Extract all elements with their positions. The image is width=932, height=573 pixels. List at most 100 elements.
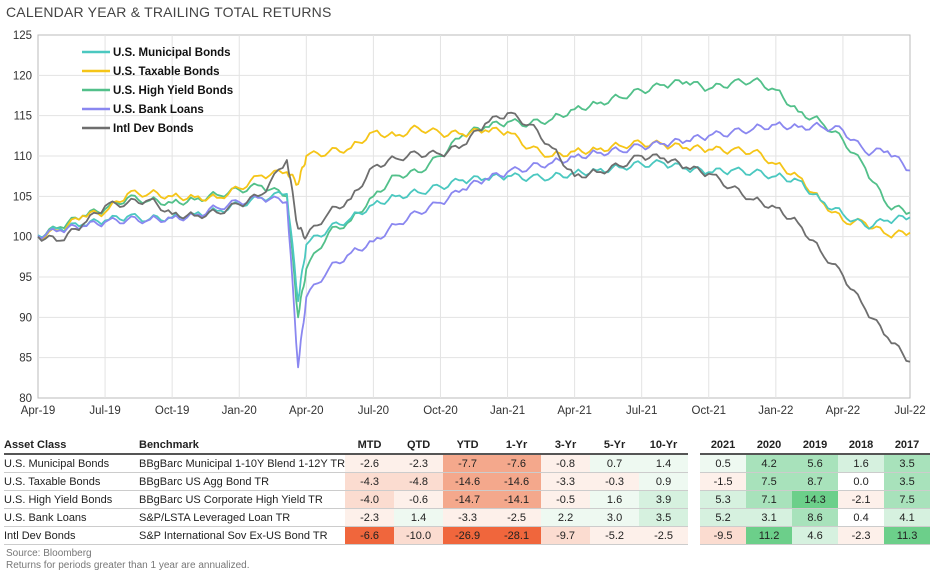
- chart-title: CALENDAR YEAR & TRAILING TOTAL RETURNS: [6, 4, 332, 20]
- x-tick-label: Oct-19: [155, 405, 190, 417]
- table-cell: 4.2: [746, 454, 793, 473]
- table-gap: [688, 437, 700, 454]
- table-cell: 0.5: [700, 454, 747, 473]
- y-tick-label: 125: [13, 30, 32, 42]
- table-cell: 5.2: [700, 508, 747, 527]
- table-cell: -5.2: [590, 526, 640, 545]
- table-cell: -14.1: [492, 490, 542, 509]
- col-header: 1-Yr: [492, 437, 542, 455]
- x-tick-label: Jan-20: [222, 405, 257, 417]
- table-cell: 3.5: [884, 472, 931, 491]
- y-tick-label: 85: [19, 353, 32, 365]
- x-axis: Apr-19 Jul-19 Oct-19 Jan-20 Apr-20 Jul-20 Oct-…: [21, 405, 926, 417]
- table-cell: Intl Dev Bonds: [4, 526, 139, 545]
- table-cell: BBgBarc US Corporate High Yield TR: [139, 490, 346, 509]
- table-cell: -0.8: [541, 454, 591, 473]
- col-header: QTD: [394, 437, 444, 455]
- x-tick-label: Jul-20: [358, 405, 389, 417]
- table-cell: 3.9: [639, 490, 689, 509]
- y-tick-label: 95: [19, 272, 32, 284]
- x-tick-label: Apr-21: [557, 405, 592, 417]
- line-chart: 80 85 90 95 100 105 110 115 120 125 Apr-19 Jul-19 O…: [13, 30, 926, 417]
- table-cell: S&P/LSTA Leveraged Loan TR: [139, 508, 346, 527]
- table-cell: -14.6: [492, 472, 542, 491]
- table-cell: 3.5: [639, 508, 689, 527]
- table-cell: S&P International Sov Ex-US Bond TR: [139, 526, 346, 545]
- series-line: [37, 111, 911, 363]
- table-cell: -28.1: [492, 526, 542, 545]
- table-cell: -6.6: [345, 526, 395, 545]
- table-cell: -0.6: [394, 490, 444, 509]
- table-cell: U.S. Bank Loans: [4, 508, 139, 527]
- legend-label: U.S. Taxable Bonds: [113, 66, 220, 78]
- y-tick-label: 80: [19, 393, 32, 405]
- table-cell: 7.5: [746, 472, 793, 491]
- table-cell: 5.6: [792, 454, 839, 473]
- plot-frame: [37, 34, 911, 399]
- table-cell: -2.5: [639, 526, 689, 545]
- col-header: 2018: [838, 437, 885, 455]
- col-header: YTD: [443, 437, 493, 455]
- table-cell: -9.5: [700, 526, 747, 545]
- table-cell: 7.1: [746, 490, 793, 509]
- table-cell: -2.1: [838, 490, 885, 509]
- table-cell: -3.3: [541, 472, 591, 491]
- table-cell: 5.3: [700, 490, 747, 509]
- annualized-note: Returns for periods greater than 1 year …: [6, 560, 250, 571]
- table-cell: -0.3: [590, 472, 640, 491]
- table-cell: -2.3: [345, 508, 395, 527]
- table-row: U.S. Taxable Bonds BBgBarc US Agg Bond TR…: [4, 472, 931, 491]
- legend-label: Intl Dev Bonds: [113, 123, 194, 135]
- table-cell: 3.1: [746, 508, 793, 527]
- table-cell: -1.5: [700, 472, 747, 491]
- table-cell: 3.5: [884, 454, 931, 473]
- table-cell: -4.3: [345, 472, 395, 491]
- x-tick-label: Oct-21: [692, 405, 727, 417]
- table-cell: 11.2: [746, 526, 793, 545]
- table-cell: 7.5: [884, 490, 931, 509]
- table-cell: -2.3: [838, 526, 885, 545]
- table-cell: -10.0: [394, 526, 444, 545]
- table-cell: 8.7: [792, 472, 839, 491]
- x-tick-label: Jul-22: [894, 405, 925, 417]
- table-cell: 2.2: [541, 508, 591, 527]
- y-tick-label: 120: [13, 70, 32, 82]
- table-cell: U.S. Taxable Bonds: [4, 472, 139, 491]
- col-header: 10-Yr: [639, 437, 689, 455]
- table-cell: 1.6: [838, 454, 885, 473]
- y-tick-label: 100: [13, 232, 32, 244]
- col-header: MTD: [345, 437, 395, 455]
- table-cell: -2.3: [394, 454, 444, 473]
- col-header: 5-Yr: [590, 437, 640, 455]
- col-header: 3-Yr: [541, 437, 591, 455]
- y-axis: 80 85 90 95 100 105 110 115 120 125: [13, 30, 32, 405]
- table-cell: 0.0: [838, 472, 885, 491]
- table-cell: 4.6: [792, 526, 839, 545]
- x-tick-label: Jan-21: [490, 405, 525, 417]
- table-cell: 1.4: [639, 454, 689, 473]
- table-cell: [688, 473, 700, 491]
- table-cell: [688, 509, 700, 527]
- x-tick-label: Oct-20: [423, 405, 458, 417]
- x-tick-label: Apr-20: [289, 405, 324, 417]
- series-line: [37, 121, 911, 369]
- table-cell: 8.6: [792, 508, 839, 527]
- table-cell: 3.0: [590, 508, 640, 527]
- table-row: U.S. Municipal Bonds BBgBarc Municipal 1-…: [4, 454, 931, 473]
- legend-label: U.S. Bank Loans: [113, 104, 204, 116]
- table-row: Intl Dev Bonds S&P International Sov Ex-U…: [4, 526, 931, 545]
- table-cell: 14.3: [792, 490, 839, 509]
- series-line: [37, 124, 911, 240]
- y-tick-label: 90: [19, 312, 32, 324]
- table-cell: 4.1: [884, 508, 931, 527]
- table-cell: -4.0: [345, 490, 395, 509]
- col-header: 2021: [700, 437, 747, 455]
- table-cell: -2.6: [345, 454, 395, 473]
- table-cell: -3.3: [443, 508, 493, 527]
- table-cell: 0.9: [639, 472, 689, 491]
- table-row: U.S. Bank Loans S&P/LSTA Leveraged Loan T…: [4, 508, 931, 527]
- table-cell: 1.4: [394, 508, 444, 527]
- table-cell: U.S. High Yield Bonds: [4, 490, 139, 509]
- returns-table: Asset Class Benchmark MTD QTD YTD 1-Yr 3-Yr 5-Y…: [4, 437, 931, 545]
- table-cell: -26.9: [443, 526, 493, 545]
